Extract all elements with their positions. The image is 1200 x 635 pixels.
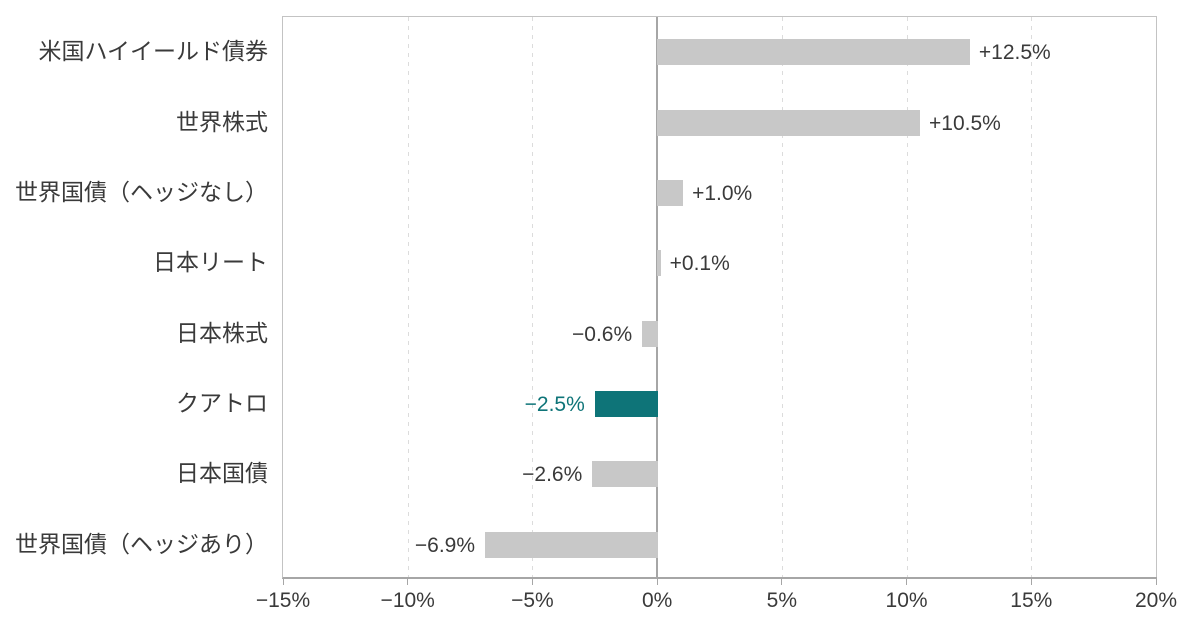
x-axis-tick [531,577,533,585]
category-label: クアトロ [176,390,268,417]
value-label: +12.5% [978,41,1051,65]
bar [657,39,970,66]
x-axis-tick-label: 5% [766,589,798,612]
value-label: +10.5% [929,111,1001,135]
x-axis-tick [1155,577,1157,585]
bar [592,461,659,488]
x-axis-tick-label: 0% [641,589,673,612]
gridline [532,17,534,577]
x-axis-tick [906,577,908,585]
category-label: 日本国債 [176,460,268,487]
x-axis-tick [282,577,284,585]
value-label: −6.9% [414,533,476,557]
zero-axis-line [656,17,659,577]
bar [657,109,921,136]
x-axis-tick [1030,577,1032,585]
gridline [1031,17,1033,577]
x-axis-tick-label: −10% [380,589,435,612]
gridline [407,17,409,577]
plot-area: −15% −10% −5% 0% 5% 10% 15% 20% +12.5% +10.5% +1.0… [256,16,1177,612]
x-axis-tick-label: 20% [1134,589,1178,612]
bar-highlighted [594,391,659,418]
value-label: −2.6% [522,463,583,487]
category-label: 世界国債（ヘッジあり） [15,530,268,557]
gridline [906,17,908,577]
category-label: 日本株式 [176,319,268,346]
bar [657,179,684,206]
x-axis-tick-label: 15% [1010,589,1053,612]
value-label: +1.0% [692,181,753,205]
bar [642,320,659,347]
x-axis-tick-label: 10% [885,589,928,612]
category-label: 世界国債（ヘッジなし） [15,178,268,205]
value-label: −2.5% [524,393,585,417]
gridline [781,17,783,577]
value-label: +0.1% [669,252,730,276]
x-axis-tick [656,577,658,585]
bar [657,250,661,277]
x-axis-tick-label: −5% [511,589,554,612]
value-label: −0.6% [572,322,633,346]
x-axis-tick [781,577,783,585]
category-label: 日本リート [153,249,268,276]
bar [485,531,659,558]
x-axis-tick [407,577,409,585]
x-axis-tick-label: −15% [255,589,311,612]
category-label: 米国ハイイールド債券 [38,38,268,65]
category-label: 世界株式 [176,108,268,135]
